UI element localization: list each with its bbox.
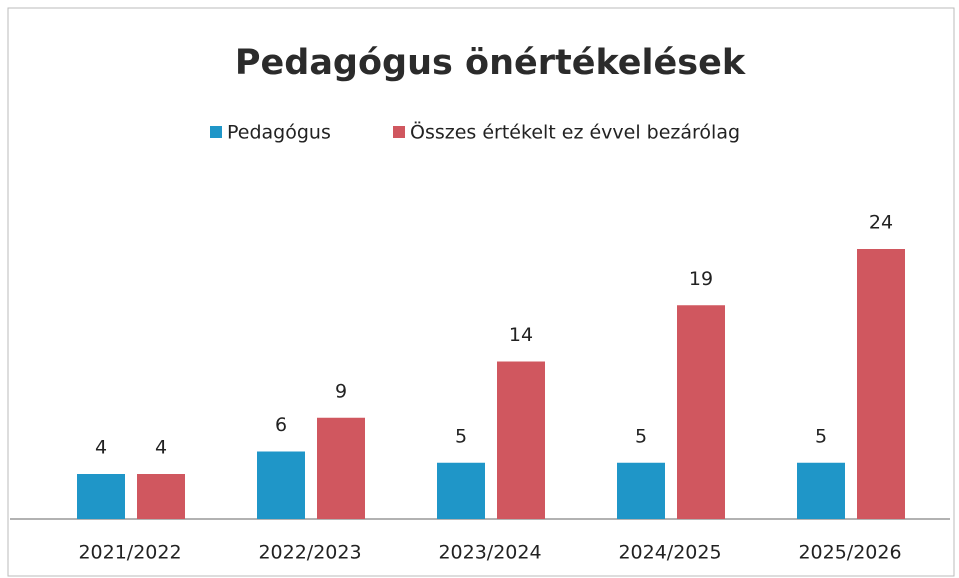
bar bbox=[317, 417, 365, 519]
x-tick-label: 2022/2023 bbox=[258, 542, 361, 564]
data-label: 5 bbox=[635, 425, 647, 447]
legend-label: Pedagógus bbox=[227, 122, 331, 144]
data-label: 24 bbox=[869, 212, 893, 234]
x-tick-label: 2025/2026 bbox=[798, 542, 901, 564]
legend-swatch bbox=[393, 126, 405, 138]
bar bbox=[497, 361, 545, 519]
bar bbox=[797, 462, 845, 519]
data-label: 19 bbox=[689, 268, 713, 290]
legend-swatch bbox=[210, 126, 222, 138]
data-label: 5 bbox=[455, 425, 467, 447]
x-tick-label: 2023/2024 bbox=[438, 542, 541, 564]
data-label: 9 bbox=[335, 380, 347, 402]
legend-label: Összes értékelt ez évvel bezárólag bbox=[410, 121, 740, 144]
bar bbox=[437, 462, 485, 519]
chart-title: Pedagógus önértékelések bbox=[235, 43, 746, 83]
data-label: 4 bbox=[95, 437, 107, 459]
bar bbox=[617, 462, 665, 519]
data-label: 14 bbox=[509, 324, 533, 346]
bar bbox=[857, 249, 905, 519]
bar bbox=[137, 474, 185, 519]
bar bbox=[77, 474, 125, 519]
data-label: 5 bbox=[815, 425, 827, 447]
data-label: 6 bbox=[275, 414, 287, 436]
data-label: 4 bbox=[155, 437, 167, 459]
bar bbox=[677, 305, 725, 519]
bar bbox=[257, 451, 305, 519]
x-tick-label: 2024/2025 bbox=[618, 542, 721, 564]
x-tick-label: 2021/2022 bbox=[78, 542, 181, 564]
